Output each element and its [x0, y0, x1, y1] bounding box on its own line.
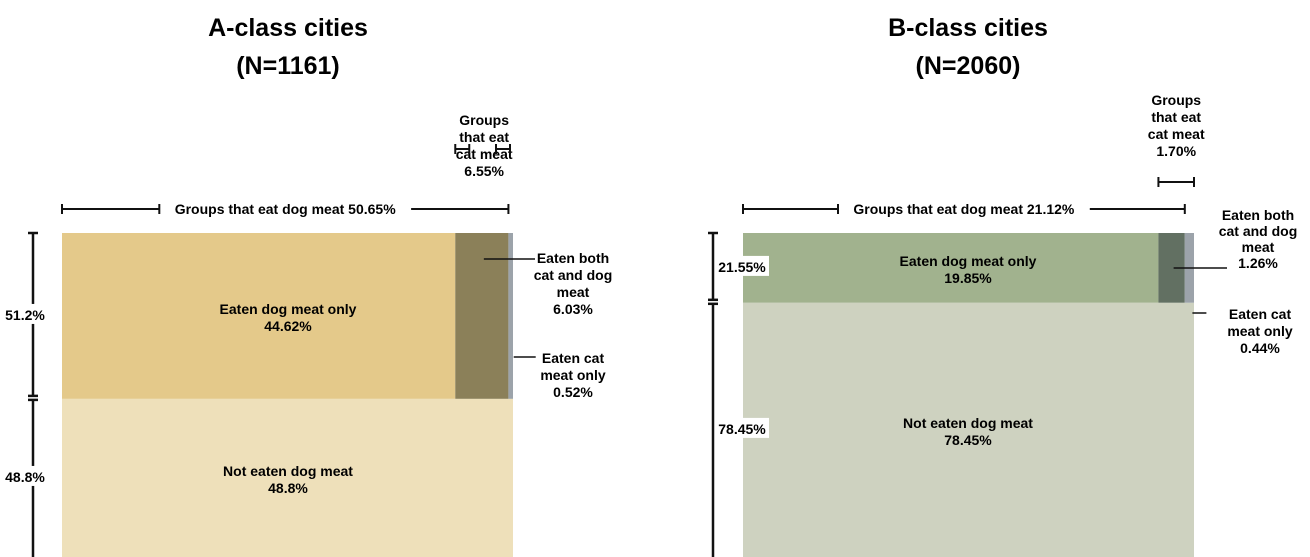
segment-dog-only-value: 44.62% — [264, 318, 312, 334]
callout-both-line: meat — [1242, 239, 1275, 255]
callout-cat-line: 0.52% — [553, 384, 593, 400]
segment-dog-only-label: Eaten dog meat only — [220, 301, 357, 317]
dog-bracket-label: Groups that eat dog meat 50.65% — [175, 201, 396, 217]
segment-not-eaten — [743, 302, 1194, 557]
callout-both-line: cat and dog — [1219, 223, 1298, 239]
callout-cat-line: 0.44% — [1240, 340, 1280, 356]
segment-not-eaten-label: Not eaten dog meat — [903, 415, 1033, 431]
row-label: 78.45% — [718, 421, 766, 437]
row-label-bg — [2, 465, 48, 486]
segment-not-eaten-value: 48.8% — [268, 480, 308, 496]
callout-both-line: 6.03% — [553, 301, 593, 317]
row-label: 21.55% — [718, 259, 766, 275]
segment-cat-only — [508, 233, 513, 399]
row-label-bg — [2, 303, 48, 324]
panel-a-class-cities: A-class cities (N=1161) Eaten dog meat onl… — [2, 14, 612, 557]
cat-bracket-label-line: Groups — [1151, 92, 1201, 108]
cat-bracket-label-line: Groups — [459, 112, 509, 128]
callout-both-line: cat and dog — [534, 267, 613, 283]
chart-subtitle: (N=1161) — [236, 52, 340, 80]
callout-both-line: 1.26% — [1238, 255, 1278, 271]
segment-dog-only-value: 19.85% — [944, 270, 992, 286]
callout-cat-line: meat only — [540, 367, 606, 383]
callout-both-line: Eaten both — [537, 250, 609, 266]
callout-both-line: meat — [557, 284, 590, 300]
cat-bracket-label-line: that eat — [459, 129, 509, 145]
panel-b-class-cities: B-class cities (N=2060) Eaten dog meat onl… — [708, 14, 1297, 557]
row-label-bg — [715, 417, 769, 438]
row-label-bg — [715, 255, 769, 276]
segment-dog-only — [62, 233, 456, 399]
cat-bracket-label-line: 6.55% — [464, 163, 504, 179]
segment-dog-only — [743, 233, 1159, 303]
segment-not-eaten-value: 78.45% — [944, 432, 992, 448]
segment-both — [455, 233, 509, 399]
segment-not-eaten — [62, 398, 513, 557]
cat-bracket-label-line: that eat — [1151, 109, 1201, 125]
segment-not-eaten-label: Not eaten dog meat — [223, 463, 353, 479]
chart-title: B-class cities — [888, 14, 1048, 42]
chart-title: A-class cities — [208, 14, 368, 42]
callout-cat-line: Eaten cat — [1229, 306, 1292, 322]
callout-cat-line: Eaten cat — [542, 350, 605, 366]
row-label: 48.8% — [5, 469, 45, 485]
cat-bracket-label-line: 1.70% — [1156, 143, 1196, 159]
cat-bracket-label-line: cat meat — [1148, 126, 1205, 142]
row-label: 51.2% — [5, 307, 45, 323]
segment-dog-only-label: Eaten dog meat only — [900, 253, 1037, 269]
dog-bracket-label: Groups that eat dog meat 21.12% — [853, 201, 1074, 217]
callout-cat-line: meat only — [1227, 323, 1293, 339]
callout-both-line: Eaten both — [1222, 207, 1294, 223]
chart-subtitle: (N=2060) — [916, 52, 1021, 80]
